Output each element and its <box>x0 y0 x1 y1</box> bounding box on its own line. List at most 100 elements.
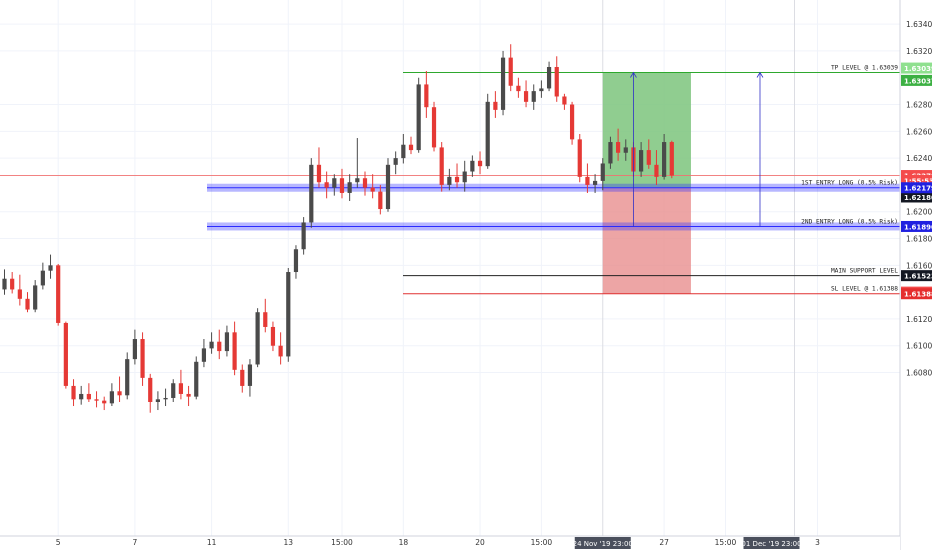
candle-body <box>194 361 199 397</box>
x-tick-label: 5 <box>56 538 61 547</box>
y-tick-label: 1.62800 <box>906 101 932 110</box>
candle-body <box>48 265 53 271</box>
price-tag-bg <box>901 62 932 74</box>
sl-price-tag: 1.61388 <box>904 291 932 299</box>
candle <box>362 171 368 196</box>
profit-zone <box>602 72 691 188</box>
candle-body <box>439 147 444 185</box>
y-tick-label: 1.60800 <box>906 369 932 378</box>
candle-body <box>554 67 559 97</box>
candle <box>600 158 605 191</box>
y-tick-label: 1.61800 <box>906 235 932 244</box>
candle <box>263 298 268 333</box>
candle-body <box>240 369 245 386</box>
candle <box>508 44 513 92</box>
tp-price-tag: 1.63037 <box>904 77 932 85</box>
candle-body <box>539 88 544 92</box>
candle-body <box>562 96 567 105</box>
candle <box>247 359 253 397</box>
candle-body <box>201 348 207 362</box>
candle <box>470 155 475 177</box>
x-tick-label: 7 <box>132 538 137 547</box>
candle <box>401 134 406 164</box>
x-tick-label: 15:00 <box>331 538 353 547</box>
x-tick-label: 20 <box>475 538 485 547</box>
candle-body <box>247 364 253 386</box>
candle <box>56 263 61 326</box>
candle <box>332 174 337 196</box>
x-tick-label: 15:00 <box>531 538 553 547</box>
candle <box>585 163 590 193</box>
candle-body <box>171 383 176 398</box>
candle-body <box>585 176 590 185</box>
candle <box>102 396 107 411</box>
candle-body <box>186 393 191 397</box>
candle-body <box>347 182 352 193</box>
sl-price-tag-bg <box>901 288 932 300</box>
position-zones <box>602 72 691 294</box>
y-tick-label: 1.61200 <box>906 315 932 324</box>
support-label: MAIN SUPPORT LEVEL <box>831 268 898 275</box>
candle-body <box>462 171 467 183</box>
entry1-price-tag-bg <box>901 182 932 194</box>
candle-body <box>477 160 483 167</box>
candle <box>355 138 360 188</box>
target-arrow-head <box>756 71 764 78</box>
candle-body <box>94 399 99 401</box>
candle-body <box>155 399 160 402</box>
candle-body <box>401 144 406 159</box>
candle <box>339 168 345 199</box>
candle <box>10 272 15 294</box>
candle-body <box>263 312 268 327</box>
entry2-price-tag-bg <box>901 220 932 232</box>
candle <box>217 329 222 360</box>
candle-body <box>600 163 605 181</box>
candle <box>40 262 45 290</box>
candle <box>140 332 145 386</box>
candle <box>48 254 53 279</box>
y-tick-label: 1.62600 <box>906 127 932 136</box>
candle <box>125 352 130 400</box>
x-tick-label: 15:00 <box>715 538 737 547</box>
candle-body <box>125 359 130 396</box>
time-axis-bg <box>0 536 900 550</box>
y-tick-label: 1.63200 <box>906 47 932 56</box>
price-levels: TP LEVEL @ 1.63039 1ST ENTRY LONG (0.5% R… <box>0 64 900 295</box>
candle <box>2 269 7 295</box>
crosshair-time-bg <box>743 537 800 549</box>
candle <box>240 364 245 393</box>
crosshair-time-label: 01 Dec '19 23:00 <box>741 540 801 548</box>
candle <box>431 101 437 152</box>
candle <box>485 93 490 169</box>
candle-body <box>301 222 306 250</box>
candle <box>25 292 30 313</box>
support-price-tag-bg <box>901 270 932 282</box>
candle-body <box>209 341 214 349</box>
x-tick-label: 18 <box>399 538 409 547</box>
candle-body <box>424 84 429 108</box>
candle-body <box>63 322 68 386</box>
candle <box>477 151 483 175</box>
entry2-price-tag: 1.61890 <box>904 223 932 231</box>
candle <box>439 142 444 192</box>
candle <box>608 136 613 169</box>
entry2-label: 2ND ENTRY LONG (0.5% Risk) <box>801 218 898 225</box>
candle-body <box>416 84 421 151</box>
candle <box>178 369 184 400</box>
target-arrow-head <box>630 71 637 78</box>
candle-body <box>102 400 107 404</box>
candle-body <box>2 278 7 290</box>
candle <box>94 391 99 408</box>
candle <box>293 245 299 279</box>
candle <box>378 184 383 215</box>
candle <box>132 329 137 365</box>
candle <box>639 142 644 177</box>
price-axis: 1.63400 1.63200 1.62800 1.62600 1.62400 1.620… <box>899 0 932 550</box>
chart-grid <box>0 0 900 536</box>
candle-body <box>385 164 391 210</box>
candle-body <box>454 176 460 183</box>
candle-body <box>378 191 383 210</box>
time-axis: 5 7 11 13 15:00 18 20 15:00 27 15:00 3 24 Nov '19 2… <box>0 535 900 550</box>
crosshair-time-bg <box>574 537 631 549</box>
